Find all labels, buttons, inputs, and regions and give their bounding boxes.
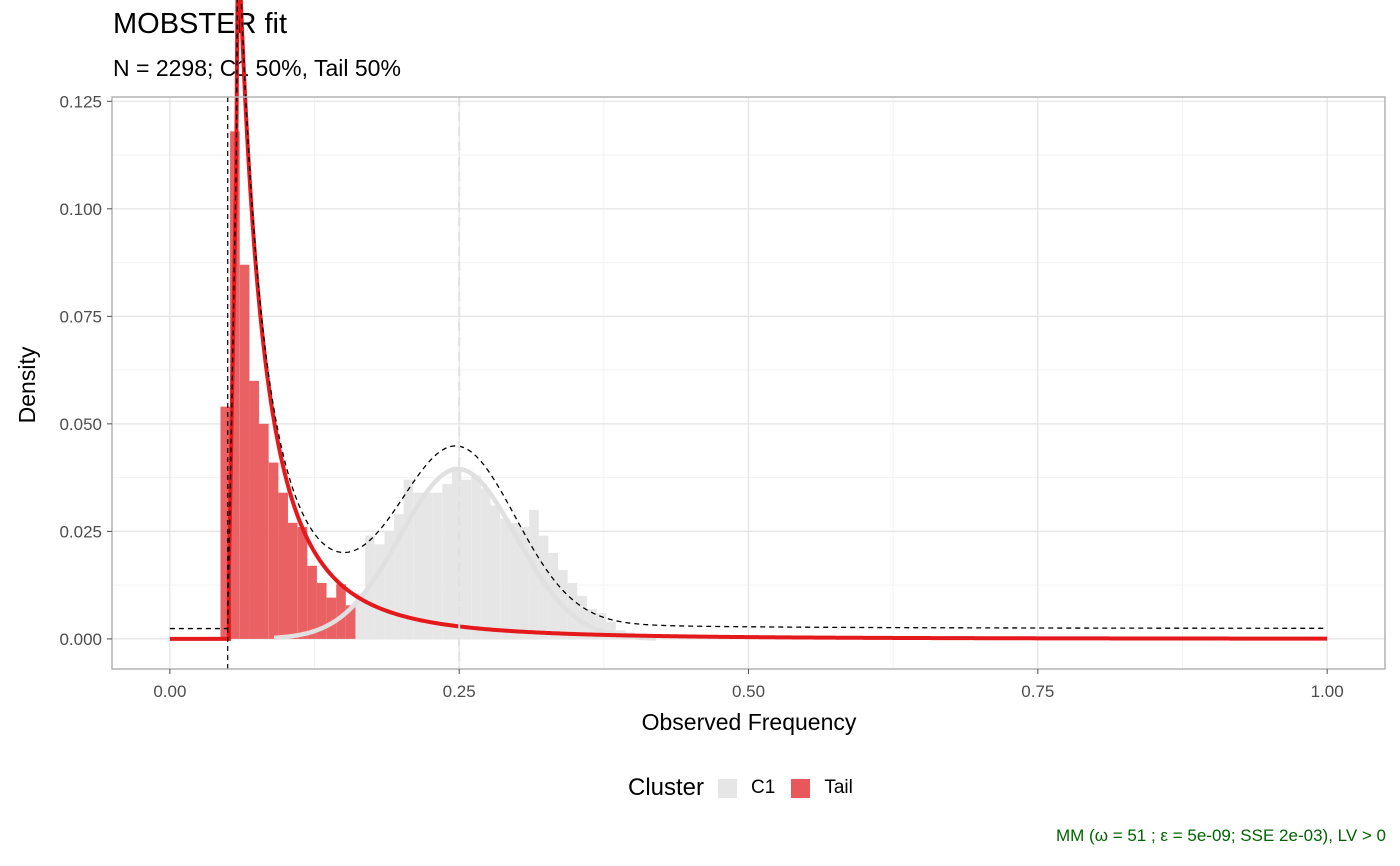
density-curves	[169, 0, 1328, 669]
bar-tail	[230, 131, 240, 639]
bar-c1	[490, 505, 501, 639]
x-tick-label: 0.50	[732, 682, 765, 701]
mixture-density-curve	[169, 0, 1328, 630]
bar-c1	[480, 488, 491, 639]
legend: Cluster C1 Tail	[628, 774, 869, 802]
y-tick-label: 0.025	[59, 522, 102, 541]
legend-key-c1	[718, 778, 738, 798]
bar-c1	[577, 595, 587, 639]
bar-c1	[384, 531, 395, 639]
x-tick-label: 0.75	[1021, 682, 1054, 701]
bar-tail	[345, 605, 356, 639]
bar-tail	[287, 522, 298, 639]
bar-c1	[413, 492, 424, 639]
y-tick-label: 0.075	[59, 307, 102, 326]
bar-c1	[529, 509, 539, 639]
x-axis-title: Observed Frequency	[642, 709, 857, 735]
bar-tail	[307, 565, 317, 639]
bar-c1	[500, 518, 510, 639]
legend-label-tail: Tail	[824, 777, 853, 798]
bar-c1	[606, 621, 616, 639]
bar-tail	[239, 264, 250, 639]
bar-tail	[220, 406, 231, 639]
x-tick-label: 0.25	[443, 682, 476, 701]
bar-c1	[451, 466, 462, 639]
bar-c1	[538, 535, 549, 639]
y-tick-label: 0.050	[59, 415, 102, 434]
legend-title: Cluster	[628, 774, 705, 801]
chart-subtitle: N = 2298; C1 50%, Tail 50%	[113, 55, 401, 81]
bar-tail	[316, 582, 327, 639]
bar-c1	[355, 593, 366, 639]
y-tick-label: 0.125	[59, 92, 102, 111]
legend-label-c1: C1	[751, 777, 776, 798]
bar-c1	[586, 608, 597, 639]
bar-c1	[432, 492, 443, 639]
x-tick-label: 1.00	[1311, 682, 1344, 701]
bar-tail	[268, 462, 279, 639]
model-caption: MM (ω = 51 ; ε = 5e-09; SSE 2e-03), LV >…	[1056, 826, 1386, 845]
bar-c1	[596, 613, 607, 639]
bar-c1	[519, 527, 530, 639]
bar-c1	[509, 522, 520, 639]
axes: 0.00 0.25 0.50 0.75 1.00 0.000 0.025 0.050 0.075…	[59, 92, 1386, 701]
bar-tail	[249, 380, 260, 639]
density-curve-c1	[273, 466, 656, 641]
bar-c1	[567, 582, 578, 639]
histogram-bars	[220, 131, 636, 639]
bar-c1	[442, 484, 452, 639]
bar-c1	[461, 479, 472, 639]
bar-c1	[394, 514, 404, 639]
bar-tail	[259, 423, 269, 639]
bar-tail	[278, 492, 288, 639]
y-tick-label: 0.100	[59, 200, 102, 219]
bar-tail	[297, 527, 308, 639]
y-tick-label: 0.000	[59, 630, 102, 649]
x-tick-label: 0.00	[153, 682, 186, 701]
y-axis-title: Density	[14, 346, 40, 423]
bar-c1	[422, 492, 433, 639]
density-curve-tail	[169, 0, 1328, 641]
bar-tail	[326, 597, 337, 639]
bar-c1	[374, 544, 385, 639]
legend-key-tail	[791, 778, 811, 798]
chart-title: MOBSTER fit	[113, 8, 288, 40]
bar-tail	[336, 584, 346, 639]
bar-c1	[471, 475, 481, 639]
bar-c1	[403, 479, 414, 639]
